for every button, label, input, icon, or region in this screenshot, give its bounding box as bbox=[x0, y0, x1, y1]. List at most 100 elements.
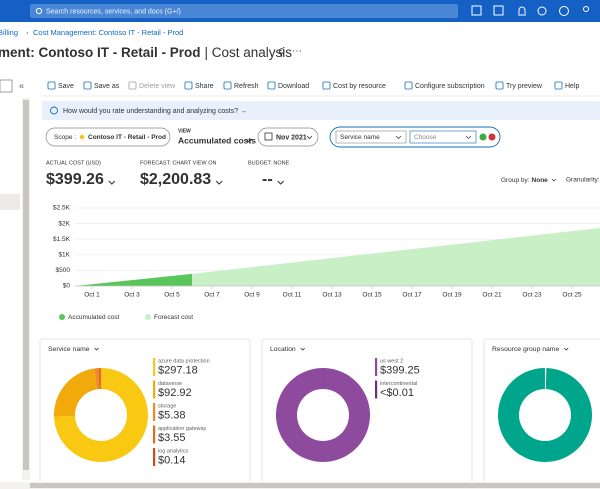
metric-label: ACTUAL COST (USD) bbox=[46, 160, 101, 166]
donut-slice[interactable] bbox=[275, 368, 370, 462]
left-filter-box[interactable] bbox=[0, 79, 13, 93]
legend-name: application gateway bbox=[158, 426, 207, 432]
page-title: ment: Contoso IT - Retail - Prod | Cost a… bbox=[0, 45, 292, 60]
toolbar-button[interactable]: Save as bbox=[94, 83, 120, 90]
value-placeholder: Choose bbox=[414, 134, 437, 141]
date-pill[interactable] bbox=[257, 127, 319, 147]
value-select[interactable] bbox=[409, 130, 477, 144]
legend-bar bbox=[153, 403, 156, 421]
legend-label[interactable]: Forecast cost bbox=[154, 314, 193, 321]
chevron bbox=[277, 180, 285, 185]
top-icons bbox=[471, 5, 589, 16]
settings-icon[interactable] bbox=[537, 6, 547, 16]
x-tick-label: Oct 19 bbox=[442, 292, 462, 299]
card-title[interactable]: Service name bbox=[48, 346, 90, 353]
metric-value[interactable]: $2,200.83 bbox=[140, 171, 211, 188]
banner-text[interactable]: How would you rate understanding and ana… bbox=[63, 108, 247, 115]
legend-value[interactable]: $92.92 bbox=[158, 387, 192, 399]
scope-label: Scope : bbox=[54, 134, 76, 141]
group-by[interactable]: Group by: None bbox=[501, 177, 548, 184]
toolbar-icon bbox=[47, 81, 56, 90]
area bbox=[192, 227, 600, 286]
y-tick-label: $2.5K bbox=[53, 205, 71, 212]
y-tick-label: $0 bbox=[63, 283, 71, 290]
help-icon[interactable] bbox=[559, 6, 569, 16]
cancel-button[interactable] bbox=[488, 133, 496, 141]
x-tick-label: Oct 9 bbox=[244, 292, 260, 299]
legend-bar bbox=[153, 358, 156, 376]
view-name[interactable]: Accumulated costs bbox=[178, 135, 256, 145]
apply-button[interactable] bbox=[479, 133, 487, 141]
scope-name: Contoso IT - Retail - Prod bbox=[88, 134, 166, 141]
legend-label[interactable]: Accumulated cost bbox=[68, 314, 119, 321]
chevron bbox=[306, 135, 313, 140]
scope-pill[interactable] bbox=[45, 127, 171, 147]
toolbar-button[interactable]: Try preview bbox=[506, 83, 543, 90]
chevron bbox=[94, 347, 99, 351]
toolbar-icon bbox=[223, 81, 232, 90]
x-tick-label: Oct 17 bbox=[402, 292, 422, 299]
directory-icon[interactable] bbox=[493, 5, 504, 16]
x-tick-label: Oct 11 bbox=[283, 292, 302, 299]
toolbar-button[interactable]: Refresh bbox=[234, 83, 259, 90]
cloud-shell-icon[interactable] bbox=[471, 5, 482, 16]
card-title[interactable]: Location bbox=[270, 346, 296, 353]
cost-chart: $0 $500 $1K $1.5K $2K $2.5K Oct 1 Oct 3 Oct 5 Oct… bbox=[53, 205, 600, 321]
y-tick-label: $1K bbox=[58, 252, 70, 259]
pin-icon[interactable]: ⚲ bbox=[278, 48, 285, 59]
toolbar-button[interactable]: Save bbox=[58, 83, 74, 90]
donut-slice[interactable] bbox=[98, 368, 101, 390]
legend-value[interactable]: $3.55 bbox=[158, 432, 186, 444]
toolbar-icon bbox=[184, 81, 193, 90]
legend-value[interactable]: <$0.01 bbox=[380, 387, 414, 399]
left-scroll-thumb[interactable] bbox=[23, 100, 29, 470]
date-label: Nov 2021 bbox=[276, 134, 307, 141]
calendar-icon bbox=[264, 132, 273, 141]
legend-value[interactable]: $5.38 bbox=[158, 409, 186, 421]
field-select[interactable] bbox=[335, 130, 407, 144]
granularity-label[interactable]: Granularity: bbox=[566, 177, 600, 184]
toolbar-button[interactable]: Download bbox=[278, 83, 309, 90]
legend-value[interactable]: $399.25 bbox=[380, 364, 420, 376]
search-placeholder: Search resources, services, and docs (G+… bbox=[46, 8, 181, 15]
breadcrumb-item[interactable]: Cost Management: Contoso IT - Retail - P… bbox=[33, 28, 183, 37]
toolbar-button[interactable]: Share bbox=[195, 83, 214, 90]
x-tick-label: Oct 25 bbox=[562, 292, 582, 299]
donut-ring bbox=[498, 368, 593, 463]
donut-slice[interactable] bbox=[54, 368, 98, 417]
legend-value[interactable]: $0.14 bbox=[158, 454, 186, 466]
subtitle: | Cost analysis bbox=[205, 45, 293, 60]
donut-slice[interactable] bbox=[54, 368, 148, 462]
x-tick-label: Oct 7 bbox=[204, 292, 220, 299]
banner bbox=[42, 101, 600, 120]
toolbar-icon bbox=[267, 81, 276, 90]
toolbar-button[interactable]: Cost by resource bbox=[333, 83, 386, 90]
breadcrumb-item[interactable]: Billing bbox=[0, 28, 18, 37]
toolbar-icon bbox=[83, 81, 92, 90]
card-title[interactable]: Resource group name bbox=[492, 346, 559, 353]
x-tick-label: Oct 23 bbox=[522, 292, 542, 299]
donut-slice[interactable] bbox=[94, 368, 100, 390]
bell-icon[interactable] bbox=[518, 6, 526, 16]
toolbar-button[interactable]: Help bbox=[565, 83, 580, 90]
bottom-scroll-thumb[interactable] bbox=[30, 483, 600, 488]
more-icon[interactable]: ··· bbox=[292, 46, 302, 57]
x-tick-label: Oct 5 bbox=[164, 292, 180, 299]
x-tick-label: Oct 21 bbox=[482, 292, 502, 299]
metric-label: FORECAST: CHART VIEW ON bbox=[140, 160, 217, 166]
collapse-icon[interactable]: « bbox=[19, 80, 24, 90]
toolbar-button[interactable]: Configure subscription bbox=[415, 83, 485, 90]
legend-value[interactable]: $297.18 bbox=[158, 364, 198, 376]
legend-swatch bbox=[145, 314, 151, 320]
search-box[interactable] bbox=[30, 4, 458, 18]
y-tick-label: $1.5K bbox=[53, 236, 71, 243]
feedback-icon[interactable] bbox=[583, 6, 589, 12]
left-nav-selected[interactable] bbox=[0, 194, 20, 210]
search-icon bbox=[35, 7, 43, 15]
view-label: VIEW bbox=[178, 128, 191, 134]
metric-value[interactable]: -- bbox=[262, 171, 273, 188]
chevron bbox=[465, 135, 472, 139]
metric-value[interactable]: $399.26 bbox=[46, 171, 104, 188]
legend-swatch bbox=[59, 314, 65, 320]
metrics: ACTUAL COST (USD) $399.26 FORECAST: CHART … bbox=[46, 160, 290, 188]
